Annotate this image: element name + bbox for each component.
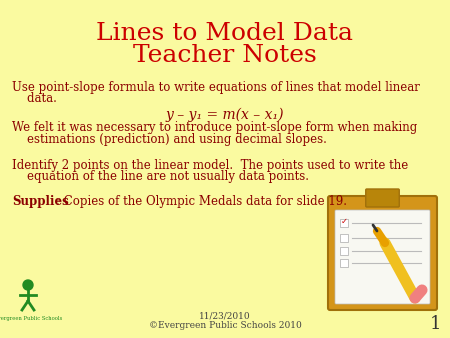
Text: Supplies: Supplies: [12, 195, 69, 209]
Text: y – y₁ = m(x – x₁): y – y₁ = m(x – x₁): [166, 108, 284, 122]
Text: 1: 1: [430, 315, 442, 333]
Text: equation of the line are not usually data points.: equation of the line are not usually dat…: [12, 170, 309, 183]
Circle shape: [23, 280, 33, 290]
Bar: [340, 259, 348, 267]
Text: : Copies of the Olympic Medals data for slide 19.: : Copies of the Olympic Medals data for …: [56, 195, 347, 209]
FancyBboxPatch shape: [335, 210, 430, 304]
Text: ✓: ✓: [341, 217, 347, 225]
Text: Lines to Model Data: Lines to Model Data: [96, 22, 354, 45]
Text: ©Evergreen Public Schools 2010: ©Evergreen Public Schools 2010: [148, 321, 302, 331]
FancyBboxPatch shape: [366, 189, 399, 207]
Bar: [340, 234, 348, 242]
Text: data.: data.: [12, 93, 57, 105]
FancyBboxPatch shape: [328, 196, 437, 310]
Text: 11/23/2010: 11/23/2010: [199, 312, 251, 320]
Bar: [340, 219, 348, 227]
Text: Teacher Notes: Teacher Notes: [133, 44, 317, 67]
Text: Identify 2 points on the linear model.  The points used to write the: Identify 2 points on the linear model. T…: [12, 159, 408, 171]
Text: Use point-slope formula to write equations of lines that model linear: Use point-slope formula to write equatio…: [12, 81, 420, 94]
Text: We felt it was necessary to introduce point-slope form when making: We felt it was necessary to introduce po…: [12, 121, 417, 135]
Text: estimations (prediction) and using decimal slopes.: estimations (prediction) and using decim…: [12, 133, 327, 146]
Bar: [340, 247, 348, 255]
Text: Evergreen Public Schools: Evergreen Public Schools: [0, 316, 62, 321]
